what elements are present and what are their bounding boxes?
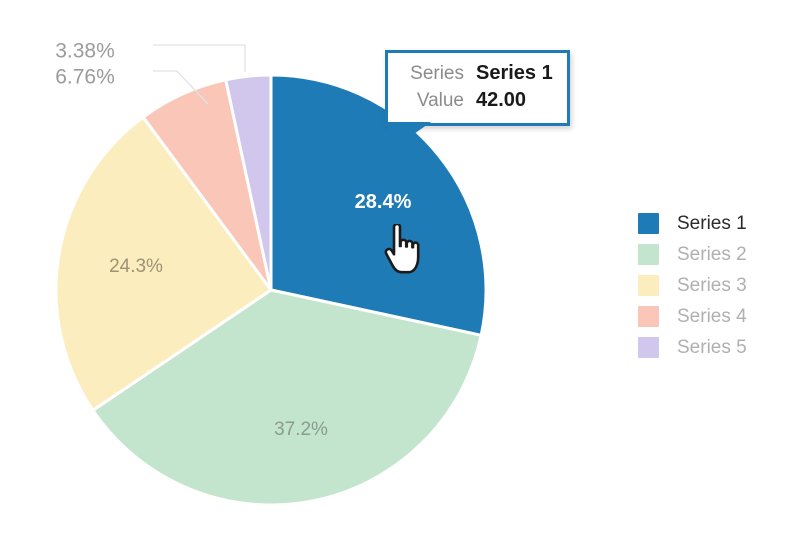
pie-slice[interactable] — [91, 288, 483, 507]
tooltip-value-value: 42.00 — [476, 89, 527, 111]
legend-item-label: Series 1 — [677, 212, 747, 234]
pie-slice-percent-label: 28.4% — [355, 191, 412, 213]
pie-slice[interactable] — [224, 73, 273, 292]
legend-item[interactable]: Series 4 — [638, 301, 788, 332]
legend-item[interactable]: Series 2 — [638, 239, 788, 270]
pie-slice[interactable] — [54, 115, 273, 412]
legend-item[interactable]: Series 5 — [638, 332, 788, 363]
series-tooltip: Series Series 1 Value 42.00 — [385, 50, 570, 153]
callout-leader-line — [153, 70, 209, 105]
legend-item-label: Series 3 — [677, 274, 747, 296]
pie-slice-percent-label: 37.2% — [274, 419, 328, 440]
legend-color-swatch-icon — [638, 306, 659, 327]
callout-leader-line — [153, 44, 246, 72]
chart-legend: Series 1 Series 2 Series 3 Series 4 Series 5 — [638, 208, 788, 363]
tooltip-key-value: Value — [416, 90, 464, 111]
legend-item-label: Series 5 — [677, 336, 747, 358]
legend-color-swatch-icon — [638, 244, 659, 265]
legend-item[interactable]: Series 1 — [638, 208, 788, 239]
pie-slice-labels-group: 28.4% 37.2% 24.3% 3.38% 6.76% — [55, 40, 411, 440]
tooltip-pointer-tail — [387, 122, 431, 153]
legend-item-label: Series 4 — [677, 305, 747, 327]
tooltip-key-series: Series — [410, 63, 464, 84]
legend-color-swatch-icon — [638, 213, 659, 234]
legend-color-swatch-icon — [638, 275, 659, 296]
pie-slices-group — [54, 73, 488, 507]
tooltip-value-series: Series 1 — [476, 62, 553, 84]
legend-item[interactable]: Series 3 — [638, 270, 788, 301]
pie-slice[interactable] — [269, 73, 488, 337]
pie-slice-callout-label: 3.38% — [55, 40, 115, 63]
legend-color-swatch-icon — [638, 337, 659, 358]
tooltip-row-value: Value 42.00 — [402, 87, 553, 114]
legend-item-label: Series 2 — [677, 243, 747, 265]
pie-slice-percent-label: 24.3% — [109, 256, 163, 277]
tooltip-row-series: Series Series 1 — [402, 60, 553, 87]
pie-callout-lines-group — [153, 44, 246, 105]
pie-slice-callout-label: 6.76% — [55, 66, 115, 89]
